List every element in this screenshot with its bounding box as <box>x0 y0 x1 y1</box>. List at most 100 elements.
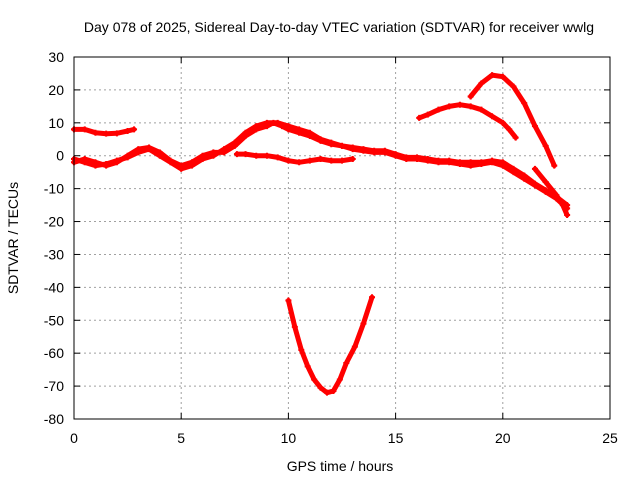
data-point <box>231 139 238 146</box>
y-tick-label: -80 <box>44 411 64 427</box>
data-point <box>559 202 566 209</box>
x-tick-label: 20 <box>495 430 511 446</box>
data-point <box>330 388 337 395</box>
data-point <box>551 162 558 169</box>
data-point <box>242 151 249 158</box>
data-point <box>323 389 330 396</box>
data-point <box>113 157 120 164</box>
data-point <box>542 179 549 186</box>
data-point <box>221 146 228 153</box>
data-point <box>156 152 163 159</box>
y-tick-label: 10 <box>48 115 64 131</box>
data-point <box>414 154 421 161</box>
data-point <box>285 157 292 164</box>
series-seg-h <box>531 165 571 218</box>
data-point <box>489 113 496 120</box>
data-point <box>336 376 343 383</box>
y-tick-label: -40 <box>44 279 64 295</box>
data-point <box>553 192 560 199</box>
data-point <box>403 154 410 161</box>
series-seg-e <box>285 294 376 396</box>
y-tick-label: 0 <box>56 148 64 164</box>
data-point <box>135 149 142 156</box>
data-point <box>263 119 270 126</box>
data-point <box>424 156 431 163</box>
y-tick-label: 20 <box>48 82 64 98</box>
data-point <box>92 129 99 136</box>
data-point <box>369 294 376 301</box>
data-point <box>92 162 99 169</box>
data-point <box>349 156 356 163</box>
data-point <box>467 93 474 100</box>
data-point <box>233 151 240 158</box>
series-seg-c <box>71 119 571 209</box>
data-point <box>456 101 463 108</box>
data-point <box>296 126 303 133</box>
data-point <box>339 142 345 149</box>
y-tick-label: 30 <box>48 49 64 65</box>
data-point <box>489 157 496 164</box>
series-seg-a <box>71 126 138 137</box>
data-point <box>343 360 350 367</box>
data-point <box>306 129 313 136</box>
data-point <box>263 152 270 159</box>
data-point <box>542 187 549 194</box>
data-point <box>531 123 538 130</box>
x-tick-label: 25 <box>602 430 618 446</box>
y-axis-tick-labels: 30 20 10 0 -10 -20 -30 -40 -50 -60 -70 -80 <box>44 49 64 427</box>
data-point <box>317 384 324 391</box>
data-point <box>285 297 292 304</box>
x-tick-label: 10 <box>281 430 297 446</box>
data-point <box>531 165 538 172</box>
data-point <box>291 323 298 330</box>
data-point <box>328 139 335 146</box>
data-point <box>317 136 324 143</box>
data-point <box>274 154 281 161</box>
data-point <box>499 73 506 80</box>
data-series <box>71 72 571 396</box>
data-point <box>124 128 131 135</box>
x-tick-label: 0 <box>70 430 78 446</box>
data-point <box>131 126 138 133</box>
data-point <box>467 159 474 166</box>
data-point <box>199 156 206 163</box>
y-tick-label: -10 <box>44 181 64 197</box>
data-point <box>478 159 485 166</box>
data-point <box>392 151 399 158</box>
data-point <box>381 147 388 154</box>
data-point <box>371 147 378 154</box>
data-point <box>188 162 195 169</box>
data-point <box>253 123 260 130</box>
plot-frame <box>73 56 611 420</box>
data-point <box>328 157 335 164</box>
series-seg-d <box>233 151 356 166</box>
chart-title: Day 078 of 2025, Sidereal Day-to-day VTE… <box>84 19 594 35</box>
data-point <box>285 123 292 130</box>
y-tick-label: -60 <box>44 345 64 361</box>
data-point <box>339 157 345 164</box>
data-point <box>478 106 485 113</box>
data-point <box>178 165 185 172</box>
series-seg-f <box>416 101 519 141</box>
grid-lines <box>73 56 611 420</box>
y-tick-label: -20 <box>44 214 64 230</box>
x-axis-tick-labels: 0 5 10 15 20 25 <box>70 430 618 446</box>
data-point <box>499 159 506 166</box>
data-point <box>510 83 517 90</box>
y-tick-label: -50 <box>44 312 64 328</box>
data-point <box>124 154 131 161</box>
data-point <box>317 156 324 163</box>
data-point <box>456 159 463 166</box>
data-point <box>113 130 120 137</box>
data-point <box>304 363 311 370</box>
data-point <box>274 119 281 126</box>
x-tick-label: 15 <box>388 430 404 446</box>
y-tick-label: -30 <box>44 246 64 262</box>
data-point <box>499 119 506 126</box>
series-seg-g <box>467 72 558 169</box>
data-point <box>510 165 517 172</box>
data-point <box>564 211 571 218</box>
data-point <box>446 103 453 110</box>
y-tick-label: -70 <box>44 378 64 394</box>
data-point <box>521 172 528 179</box>
